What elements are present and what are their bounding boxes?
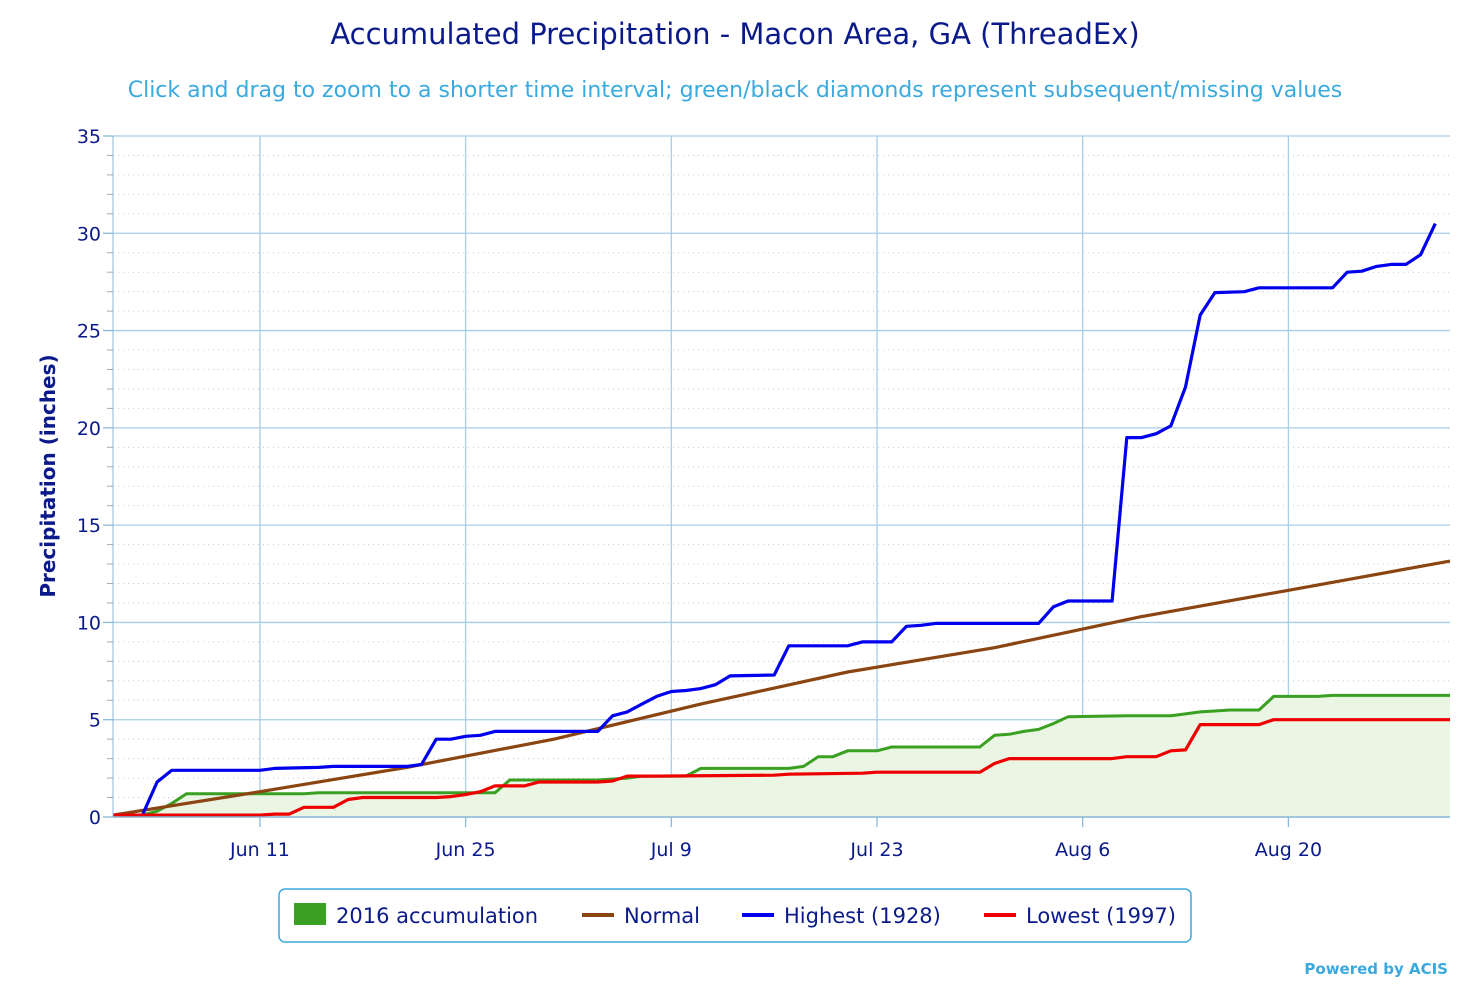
x-tick-label: Aug 20 xyxy=(1255,839,1322,861)
series-line-lowest-1997[interactable] xyxy=(113,718,1450,817)
legend-label-2016[interactable]: 2016 accumulation xyxy=(336,904,538,928)
legend-label-highest[interactable]: Highest (1928) xyxy=(784,904,941,928)
legend-box xyxy=(278,888,1192,943)
legend-label-normal[interactable]: Normal xyxy=(624,904,700,928)
series-layer xyxy=(112,222,1451,817)
x-tick-label: Jun 25 xyxy=(435,839,496,861)
legend-swatch-2016 xyxy=(294,903,326,925)
y-tick-label: 5 xyxy=(89,710,101,732)
x-tick-label: Jun 11 xyxy=(229,839,290,861)
y-tick-label: 15 xyxy=(77,515,101,537)
y-tick-label: 10 xyxy=(77,612,101,634)
legend[interactable]: 2016 accumulation Normal Highest (1928) … xyxy=(278,888,1192,943)
x-tick-label: Jul 9 xyxy=(650,839,692,861)
y-axis-label: Precipitation (inches) xyxy=(36,354,60,597)
chart-subtitle: Click and drag to zoom to a shorter time… xyxy=(128,78,1343,103)
x-tick-label: Jul 23 xyxy=(849,839,903,861)
series-line-highest-1928[interactable] xyxy=(113,222,1437,817)
series-line-normal[interactable] xyxy=(112,559,1451,817)
legend-label-lowest[interactable]: Lowest (1997) xyxy=(1026,904,1176,928)
y-tick-label: 30 xyxy=(77,223,101,245)
y-tick-label: 0 xyxy=(89,807,101,829)
chart-title: Accumulated Precipitation - Macon Area, … xyxy=(330,17,1139,51)
powered-by-link[interactable]: Powered by ACIS xyxy=(1304,960,1448,978)
y-tick-label: 20 xyxy=(77,418,101,440)
series-line-2016-accumulation[interactable] xyxy=(113,693,1450,817)
x-tick-label: Aug 6 xyxy=(1055,839,1110,861)
axes: 0 5 10 15 20 25 30 35 Jun 11 Jun 25 Jul 9 Jul 23 Aug… xyxy=(77,126,1450,861)
series-area-2016-accumulation xyxy=(113,695,1450,817)
y-tick-label: 25 xyxy=(77,321,101,343)
y-tick-label: 35 xyxy=(77,126,101,148)
